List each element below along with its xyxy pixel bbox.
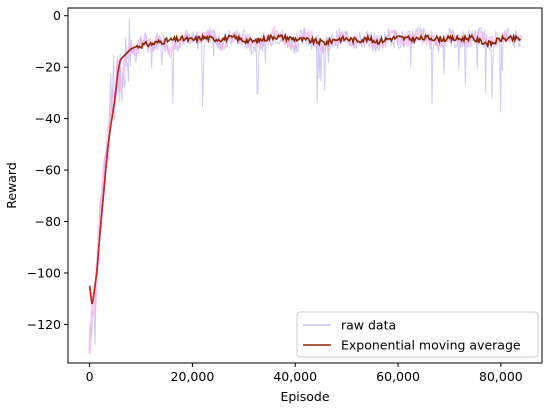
legend-label-raw-data: raw data bbox=[341, 318, 396, 333]
ema-line bbox=[88, 32, 522, 305]
x-tick-label: 60,000 bbox=[376, 369, 420, 384]
x-tick-label: 80,000 bbox=[479, 369, 523, 384]
ema-series bbox=[88, 32, 522, 305]
axes-frame bbox=[67, 7, 543, 364]
raw-data-series bbox=[88, 18, 523, 354]
x-tick-label: 0 bbox=[86, 369, 94, 384]
y-tick-label: −100 bbox=[27, 265, 61, 280]
raw-data-dense-band bbox=[88, 24, 523, 354]
y-tick-label: 0 bbox=[53, 8, 61, 23]
axes-border bbox=[67, 7, 543, 364]
ema-line-early bbox=[88, 57, 123, 305]
raw-data-line bbox=[89, 18, 522, 351]
legend: raw data Exponential moving average bbox=[296, 311, 539, 358]
x-axis-ticks: 0 20,000 40,000 60,000 80,000 bbox=[86, 363, 523, 384]
y-tick-label: −20 bbox=[35, 60, 61, 75]
legend-box bbox=[296, 311, 539, 358]
x-tick-label: 40,000 bbox=[273, 369, 317, 384]
y-tick-label: −80 bbox=[35, 214, 61, 229]
y-tick-label: −40 bbox=[35, 111, 61, 126]
y-axis-label: Reward bbox=[4, 162, 19, 209]
y-tick-label: −60 bbox=[35, 163, 61, 178]
y-axis-ticks: 0 −20 −40 −60 −80 −100 −120 bbox=[27, 8, 68, 332]
x-tick-label: 20,000 bbox=[171, 369, 215, 384]
y-tick-label: −120 bbox=[27, 317, 61, 332]
x-axis-label: Episode bbox=[280, 389, 329, 404]
legend-label-ema: Exponential moving average bbox=[341, 338, 521, 353]
